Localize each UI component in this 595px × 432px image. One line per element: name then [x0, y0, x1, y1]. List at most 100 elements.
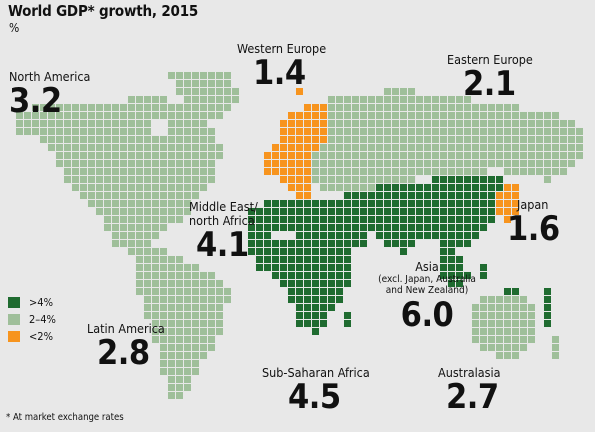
map-cell — [152, 200, 159, 207]
map-cell — [456, 208, 463, 215]
map-cell — [304, 256, 311, 263]
map-cell — [32, 104, 39, 111]
map-cell — [224, 296, 231, 303]
map-cell — [504, 144, 511, 151]
region-western-europe: Western Europe 1.4 — [237, 42, 326, 91]
map-cell — [312, 320, 319, 327]
map-cell — [304, 160, 311, 167]
map-cell — [48, 120, 55, 127]
map-cell — [184, 96, 191, 103]
map-cell — [216, 88, 223, 95]
map-cell — [280, 240, 287, 247]
map-cell — [328, 288, 335, 295]
map-cell — [416, 160, 423, 167]
map-cell — [200, 352, 207, 359]
map-cell — [472, 176, 479, 183]
map-cell — [128, 112, 135, 119]
map-cell — [168, 152, 175, 159]
map-cell — [448, 120, 455, 127]
map-cell — [32, 128, 39, 135]
map-cell — [208, 160, 215, 167]
map-cell — [400, 88, 407, 95]
map-latin-america — [136, 248, 231, 399]
map-cell — [336, 104, 343, 111]
map-cell — [480, 304, 487, 311]
map-cell — [512, 144, 519, 151]
map-cell — [200, 296, 207, 303]
map-cell — [112, 104, 119, 111]
map-cell — [168, 160, 175, 167]
map-cell — [152, 256, 159, 263]
map-cell — [168, 208, 175, 215]
map-cell — [272, 256, 279, 263]
map-cell — [360, 176, 367, 183]
map-cell — [160, 304, 167, 311]
map-cell — [552, 336, 559, 343]
map-cell — [304, 264, 311, 271]
map-cell — [304, 272, 311, 279]
map-cell — [288, 136, 295, 143]
map-cell — [360, 104, 367, 111]
map-cell — [104, 200, 111, 207]
map-cell — [312, 120, 319, 127]
map-cell — [144, 256, 151, 263]
map-cell — [144, 216, 151, 223]
map-cell — [504, 344, 511, 351]
map-cell — [184, 144, 191, 151]
map-cell — [144, 296, 151, 303]
map-cell — [408, 208, 415, 215]
map-cell — [368, 104, 375, 111]
map-cell — [384, 88, 391, 95]
map-cell — [160, 184, 167, 191]
map-cell — [384, 200, 391, 207]
map-cell — [464, 240, 471, 247]
map-cell — [440, 240, 447, 247]
map-cell — [184, 200, 191, 207]
map-cell — [416, 144, 423, 151]
map-cell — [192, 160, 199, 167]
map-cell — [296, 168, 303, 175]
map-cell — [192, 152, 199, 159]
map-cell — [176, 80, 183, 87]
map-cell — [488, 312, 495, 319]
map-cell — [312, 104, 319, 111]
map-cell — [336, 232, 343, 239]
map-cell — [320, 224, 327, 231]
map-cell — [384, 184, 391, 191]
map-cell — [400, 224, 407, 231]
map-cell — [160, 352, 167, 359]
map-cell — [352, 176, 359, 183]
region-japan: Japan 1.6 — [507, 198, 560, 247]
map-cell — [184, 176, 191, 183]
map-cell — [224, 96, 231, 103]
map-cell — [368, 144, 375, 151]
map-cell — [528, 128, 535, 135]
map-cell — [160, 160, 167, 167]
map-cell — [160, 344, 167, 351]
map-cell — [168, 280, 175, 287]
map-cell — [104, 184, 111, 191]
map-cell — [352, 96, 359, 103]
map-cell — [520, 128, 527, 135]
map-cell — [272, 144, 279, 151]
map-cell — [520, 336, 527, 343]
map-cell — [360, 240, 367, 247]
map-cell — [344, 96, 351, 103]
map-cell — [152, 320, 159, 327]
map-cell — [136, 288, 143, 295]
map-cell — [568, 144, 575, 151]
map-cell — [72, 112, 79, 119]
map-cell — [456, 160, 463, 167]
map-cell — [408, 136, 415, 143]
map-cell — [576, 144, 583, 151]
map-cell — [440, 208, 447, 215]
map-cell — [368, 128, 375, 135]
map-cell — [464, 120, 471, 127]
map-cell — [528, 336, 535, 343]
map-cell — [112, 128, 119, 135]
map-cell — [392, 232, 399, 239]
map-cell — [120, 184, 127, 191]
map-cell — [512, 296, 519, 303]
map-cell — [136, 248, 143, 255]
map-cell — [312, 112, 319, 119]
